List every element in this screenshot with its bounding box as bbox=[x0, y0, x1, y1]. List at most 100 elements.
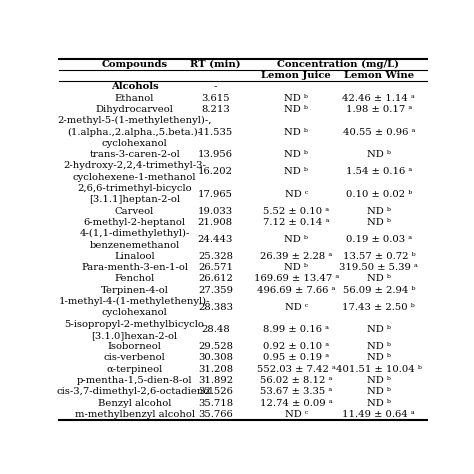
Text: ND ᵇ: ND ᵇ bbox=[367, 150, 391, 159]
Text: 40.55 ± 0.96 ᵃ: 40.55 ± 0.96 ᵃ bbox=[343, 128, 415, 137]
Text: ND ᵇ: ND ᵇ bbox=[367, 325, 391, 334]
Text: ND ᵇ: ND ᵇ bbox=[284, 235, 308, 244]
Text: 8.99 ± 0.16 ᵃ: 8.99 ± 0.16 ᵃ bbox=[263, 325, 329, 334]
Text: 11.49 ± 0.64 ᵃ: 11.49 ± 0.64 ᵃ bbox=[343, 410, 415, 419]
Text: Dihydrocarveol: Dihydrocarveol bbox=[96, 105, 173, 114]
Text: cis-3,7-dimethyl-2,6-octadienol: cis-3,7-dimethyl-2,6-octadienol bbox=[56, 387, 213, 396]
Text: 1-methyl-4-(1-methylethenyl)-: 1-methyl-4-(1-methylethenyl)- bbox=[59, 297, 210, 306]
Text: 28.48: 28.48 bbox=[201, 325, 230, 334]
Text: (1.alpha.,2.alpha.,5.beta.)-: (1.alpha.,2.alpha.,5.beta.)- bbox=[67, 128, 201, 137]
Text: ND ᵇ: ND ᵇ bbox=[367, 376, 391, 385]
Text: 11.535: 11.535 bbox=[198, 128, 233, 137]
Text: Fenchol: Fenchol bbox=[114, 274, 155, 283]
Text: 21.908: 21.908 bbox=[198, 218, 233, 227]
Text: 12.74 ± 0.09 ᵃ: 12.74 ± 0.09 ᵃ bbox=[260, 399, 332, 408]
Text: Linalool: Linalool bbox=[114, 252, 155, 261]
Text: 13.956: 13.956 bbox=[198, 150, 233, 159]
Text: ND ᶜ: ND ᶜ bbox=[284, 410, 308, 419]
Text: 2,6,6-trimethyl-bicyclo: 2,6,6-trimethyl-bicyclo bbox=[77, 184, 192, 193]
Text: cyclohexanol: cyclohexanol bbox=[102, 308, 167, 317]
Text: 25.328: 25.328 bbox=[198, 252, 233, 261]
Text: ND ᵇ: ND ᵇ bbox=[367, 274, 391, 283]
Text: α-terpineol: α-terpineol bbox=[107, 365, 163, 374]
Text: 17.965: 17.965 bbox=[198, 190, 233, 199]
Text: ND ᵇ: ND ᵇ bbox=[367, 342, 391, 351]
Text: -: - bbox=[214, 82, 217, 91]
Text: cis-verbenol: cis-verbenol bbox=[104, 354, 165, 363]
Text: 552.03 ± 7.42 ᵃ: 552.03 ± 7.42 ᵃ bbox=[257, 365, 336, 374]
Text: 1.54 ± 0.16 ᵃ: 1.54 ± 0.16 ᵃ bbox=[346, 167, 412, 176]
Text: 30.308: 30.308 bbox=[198, 354, 233, 363]
Text: ND ᵇ: ND ᵇ bbox=[284, 167, 308, 176]
Text: 7.12 ± 0.14 ᵃ: 7.12 ± 0.14 ᵃ bbox=[263, 218, 329, 227]
Text: 35.718: 35.718 bbox=[198, 399, 233, 408]
Text: ND ᵇ: ND ᵇ bbox=[284, 128, 308, 137]
Text: Isoborneol: Isoborneol bbox=[108, 342, 162, 351]
Text: ND ᵇ: ND ᵇ bbox=[367, 354, 391, 363]
Text: trans-3-caren-2-ol: trans-3-caren-2-ol bbox=[89, 150, 180, 159]
Text: 0.95 ± 0.19 ᵃ: 0.95 ± 0.19 ᵃ bbox=[263, 354, 329, 363]
Text: ND ᵇ: ND ᵇ bbox=[284, 94, 308, 103]
Text: 2-methyl-5-(1-methylethenyl)-,: 2-methyl-5-(1-methylethenyl)-, bbox=[57, 116, 212, 125]
Text: 6-methyl-2-heptanol: 6-methyl-2-heptanol bbox=[83, 218, 185, 227]
Text: Concentration (mg/L): Concentration (mg/L) bbox=[277, 60, 399, 69]
Text: ND ᵇ: ND ᵇ bbox=[367, 399, 391, 408]
Text: 3.615: 3.615 bbox=[201, 94, 230, 103]
Text: 401.51 ± 10.04 ᵇ: 401.51 ± 10.04 ᵇ bbox=[336, 365, 422, 374]
Text: Para-menth-3-en-1-ol: Para-menth-3-en-1-ol bbox=[81, 263, 188, 272]
Text: 26.39 ± 2.28 ᵃ: 26.39 ± 2.28 ᵃ bbox=[260, 252, 332, 261]
Text: ND ᵇ: ND ᵇ bbox=[367, 387, 391, 396]
Text: 319.50 ± 5.39 ᵃ: 319.50 ± 5.39 ᵃ bbox=[339, 263, 418, 272]
Text: 2-hydroxy-2,2,4-trimethyl-3-: 2-hydroxy-2,2,4-trimethyl-3- bbox=[63, 162, 206, 171]
Text: 0.19 ± 0.03 ᵃ: 0.19 ± 0.03 ᵃ bbox=[346, 235, 412, 244]
Text: 56.02 ± 8.12 ᵃ: 56.02 ± 8.12 ᵃ bbox=[260, 376, 332, 385]
Text: 13.57 ± 0.72 ᵇ: 13.57 ± 0.72 ᵇ bbox=[343, 252, 415, 261]
Text: [3.1.0]hexan-2-ol: [3.1.0]hexan-2-ol bbox=[91, 331, 178, 340]
Text: 29.528: 29.528 bbox=[198, 342, 233, 351]
Text: 19.033: 19.033 bbox=[198, 207, 233, 216]
Text: 42.46 ± 1.14 ᵃ: 42.46 ± 1.14 ᵃ bbox=[342, 94, 415, 103]
Text: 24.443: 24.443 bbox=[198, 235, 233, 244]
Text: 28.383: 28.383 bbox=[198, 302, 233, 311]
Text: 5.52 ± 0.10 ᵃ: 5.52 ± 0.10 ᵃ bbox=[263, 207, 329, 216]
Text: cyclohexene-1-methanol: cyclohexene-1-methanol bbox=[73, 173, 196, 182]
Text: Terpinen-4-ol: Terpinen-4-ol bbox=[100, 286, 168, 295]
Text: benzenemethanol: benzenemethanol bbox=[90, 240, 180, 249]
Text: 27.359: 27.359 bbox=[198, 286, 233, 295]
Text: ND ᵇ: ND ᵇ bbox=[284, 105, 308, 114]
Text: 0.10 ± 0.02 ᵇ: 0.10 ± 0.02 ᵇ bbox=[346, 190, 412, 199]
Text: 8.213: 8.213 bbox=[201, 105, 230, 114]
Text: ND ᵇ: ND ᵇ bbox=[367, 218, 391, 227]
Text: Lemon Juice: Lemon Juice bbox=[261, 71, 331, 80]
Text: 32.526: 32.526 bbox=[198, 387, 233, 396]
Text: ND ᶜ: ND ᶜ bbox=[284, 302, 308, 311]
Text: 0.92 ± 0.10 ᵃ: 0.92 ± 0.10 ᵃ bbox=[263, 342, 329, 351]
Text: 31.208: 31.208 bbox=[198, 365, 233, 374]
Text: Ethanol: Ethanol bbox=[115, 94, 154, 103]
Text: 26.612: 26.612 bbox=[198, 274, 233, 283]
Text: 4-(1,1-dimethylethyl)-: 4-(1,1-dimethylethyl)- bbox=[79, 229, 190, 238]
Text: m-methylbenzyl alcohol: m-methylbenzyl alcohol bbox=[74, 410, 194, 419]
Text: ND ᵇ: ND ᵇ bbox=[284, 263, 308, 272]
Text: ND ᵇ: ND ᵇ bbox=[367, 207, 391, 216]
Text: 169.69 ± 13.47 ᵃ: 169.69 ± 13.47 ᵃ bbox=[254, 274, 339, 283]
Text: Lemon Wine: Lemon Wine bbox=[344, 71, 414, 80]
Text: 1.98 ± 0.17 ᵃ: 1.98 ± 0.17 ᵃ bbox=[346, 105, 412, 114]
Text: 56.09 ± 2.94 ᵇ: 56.09 ± 2.94 ᵇ bbox=[343, 286, 415, 295]
Text: 53.67 ± 3.35 ᵃ: 53.67 ± 3.35 ᵃ bbox=[260, 387, 332, 396]
Text: Benzyl alcohol: Benzyl alcohol bbox=[98, 399, 171, 408]
Text: cyclohexanol: cyclohexanol bbox=[102, 139, 167, 148]
Text: ND ᵇ: ND ᵇ bbox=[284, 150, 308, 159]
Text: [3.1.1]heptan-2-ol: [3.1.1]heptan-2-ol bbox=[89, 195, 180, 204]
Text: 5-isopropyl-2-methylbicyclo: 5-isopropyl-2-methylbicyclo bbox=[64, 319, 204, 328]
Text: Alcohols: Alcohols bbox=[111, 82, 158, 91]
Text: ND ᶜ: ND ᶜ bbox=[284, 190, 308, 199]
Text: RT (min): RT (min) bbox=[190, 60, 241, 69]
Text: 17.43 ± 2.50 ᵇ: 17.43 ± 2.50 ᵇ bbox=[343, 302, 415, 311]
Text: 35.766: 35.766 bbox=[198, 410, 233, 419]
Text: p-mentha-1,5-dien-8-ol: p-mentha-1,5-dien-8-ol bbox=[77, 376, 192, 385]
Text: 496.69 ± 7.66 ᵃ: 496.69 ± 7.66 ᵃ bbox=[257, 286, 336, 295]
Text: Carveol: Carveol bbox=[115, 207, 154, 216]
Text: 31.892: 31.892 bbox=[198, 376, 233, 385]
Text: 16.202: 16.202 bbox=[198, 167, 233, 176]
